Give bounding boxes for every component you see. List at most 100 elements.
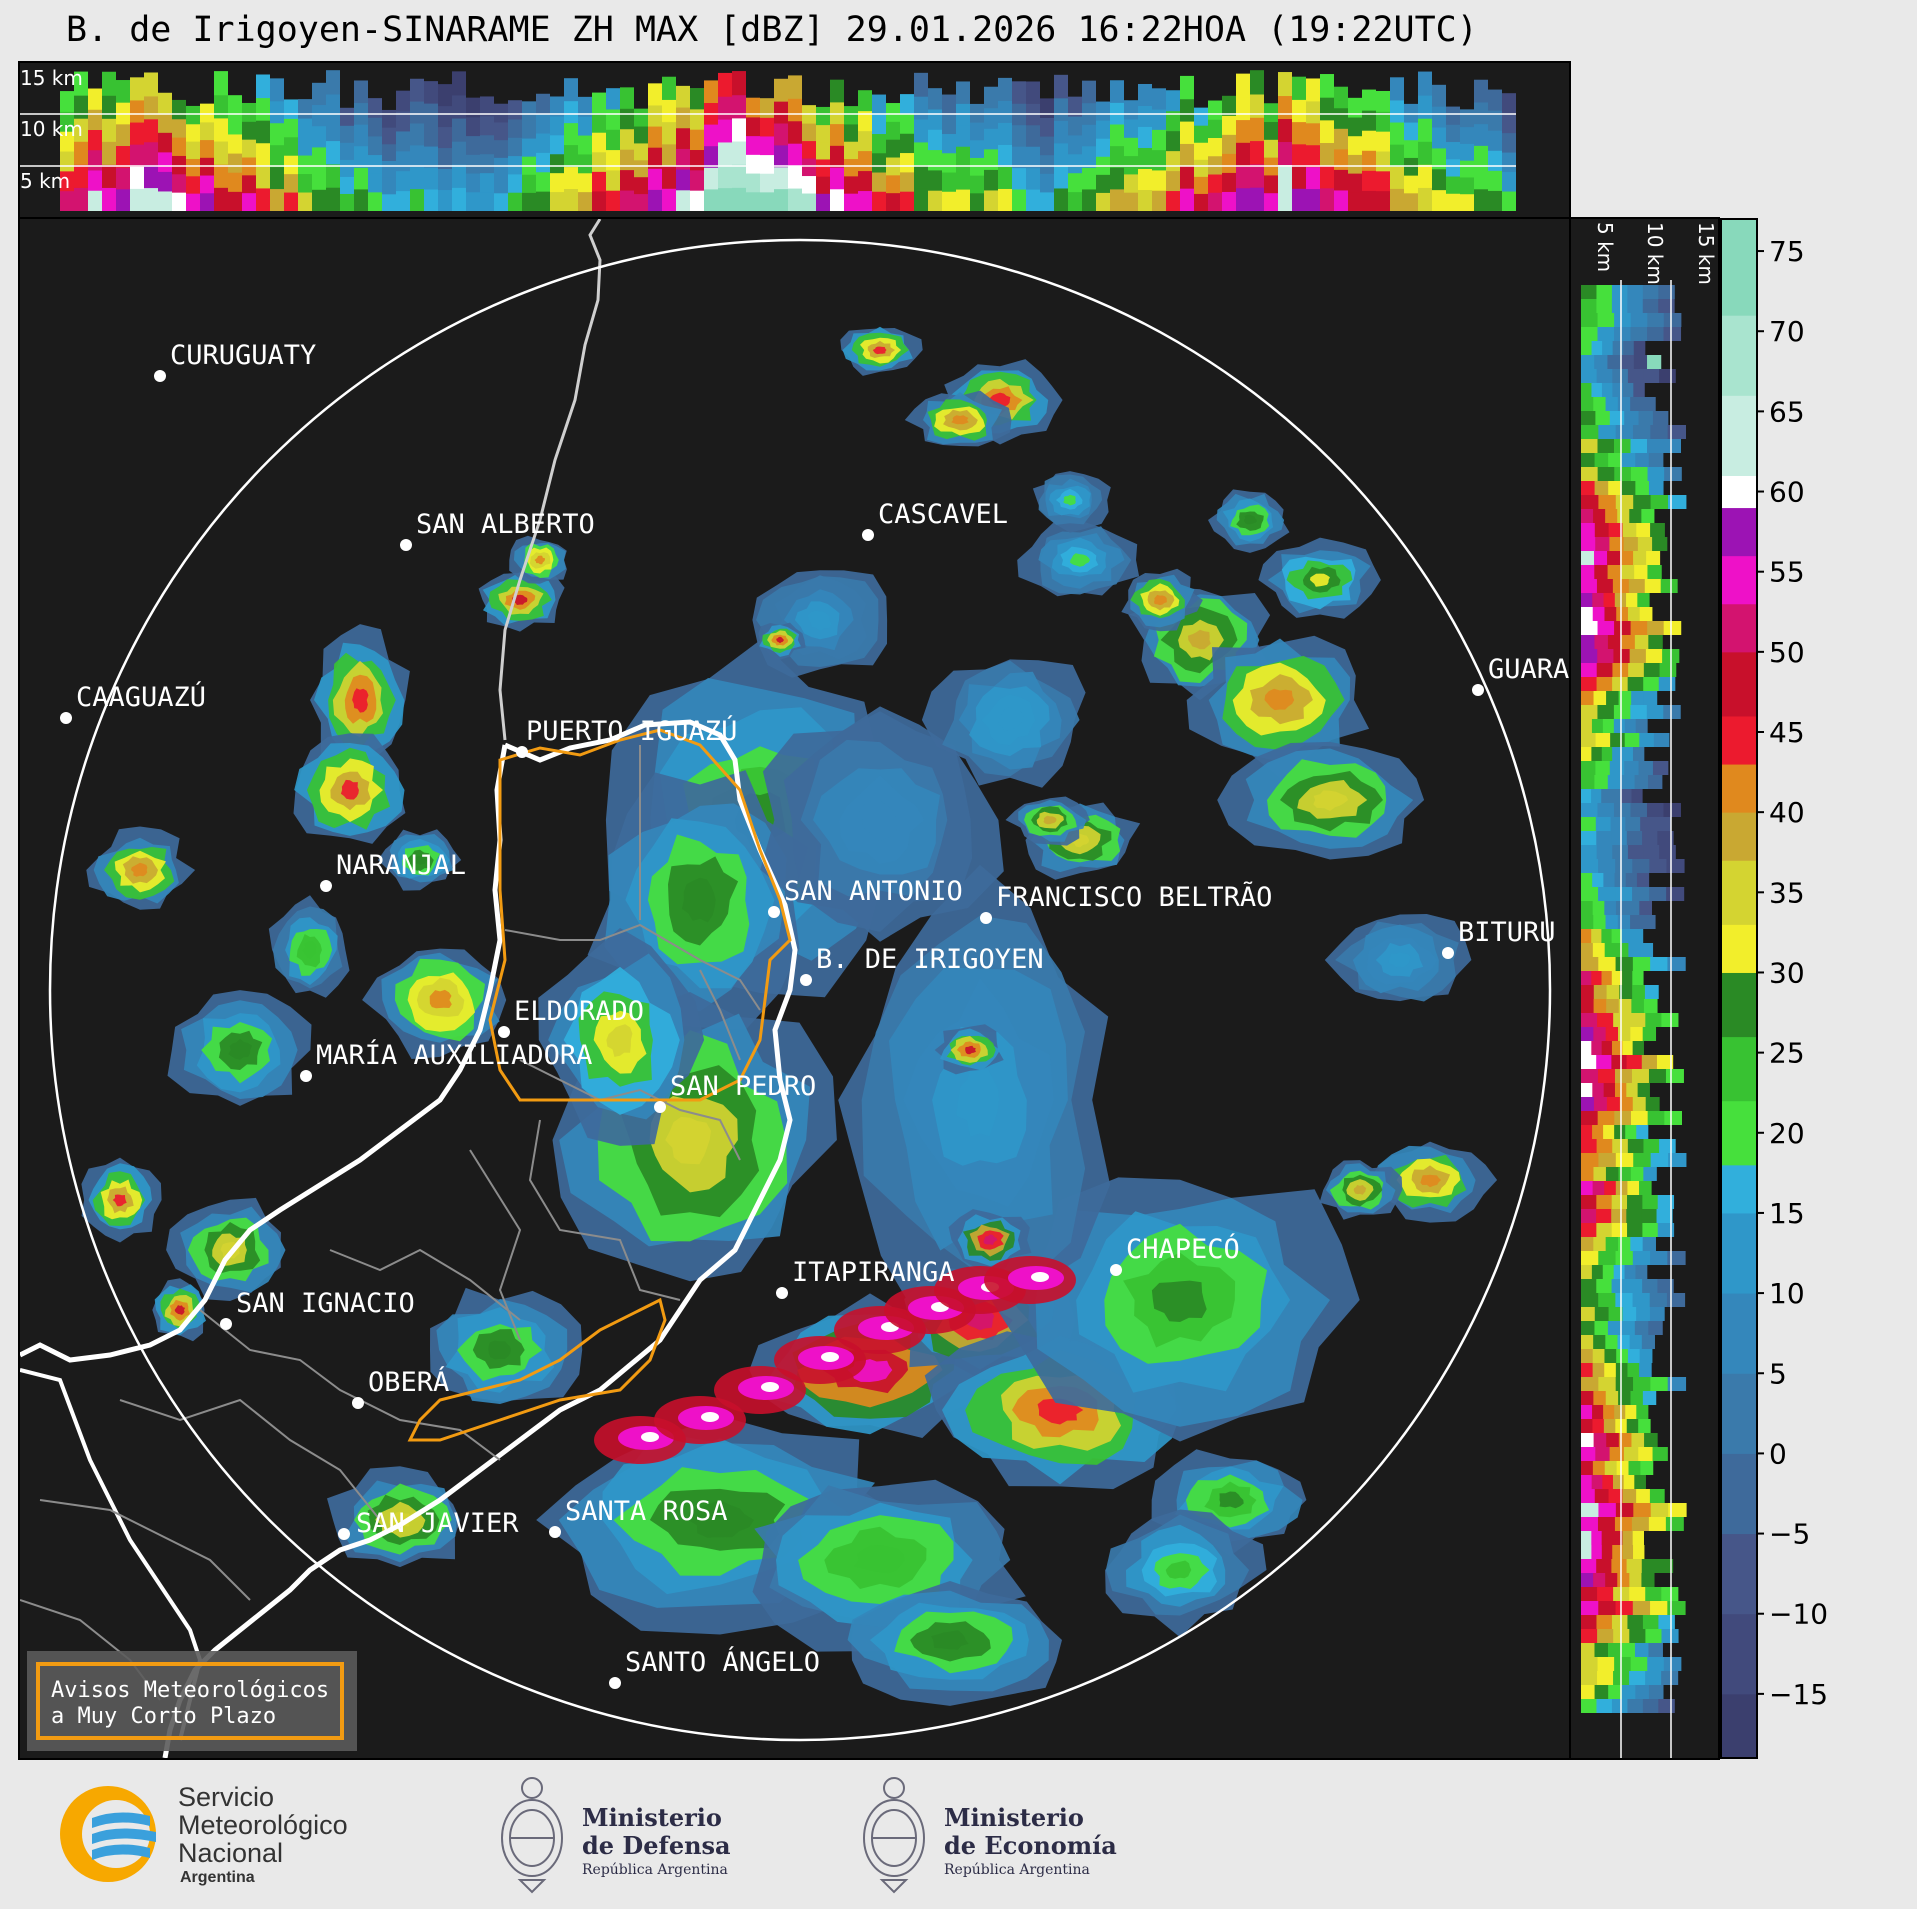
- profile-column: [1607, 565, 1622, 579]
- profile-column: [102, 163, 116, 188]
- colorbar-tick-label: 75: [1769, 235, 1805, 268]
- profile-column: [1474, 79, 1488, 103]
- profile-column: [1648, 1643, 1663, 1657]
- profile-column: [1633, 355, 1649, 369]
- profile-column: [1663, 327, 1682, 341]
- profile-column: [60, 91, 74, 112]
- profile-column: [1663, 705, 1681, 719]
- profile-column: [816, 124, 830, 143]
- profile-column: [1623, 341, 1635, 355]
- profile-column: [844, 192, 858, 211]
- colorbar-tick-label: 20: [1769, 1117, 1805, 1150]
- profile-column: [1581, 1461, 1594, 1475]
- notice-box[interactable]: Avisos Meteorológicos a Muy Corto Plazo: [27, 1651, 357, 1751]
- economia-logo[interactable]: Ministerio de Economía República Argenti…: [863, 1777, 1117, 1894]
- profile-column: [1603, 593, 1616, 607]
- profile-column: [928, 169, 942, 191]
- profile-column: [438, 189, 452, 211]
- side-label-15km: 15 km: [1694, 222, 1718, 285]
- profile-column: [1591, 747, 1603, 761]
- profile-column: [1605, 509, 1619, 523]
- profile-column: [424, 188, 438, 211]
- footer-logos: Servicio Meteorológico Nacional Argentin…: [60, 1777, 1117, 1894]
- profile-column: [886, 103, 900, 122]
- colorbar-tick-label: 55: [1769, 556, 1805, 589]
- profile-column: [1194, 124, 1208, 143]
- smn-logo[interactable]: Servicio Meteorológico Nacional Argentin…: [60, 1782, 348, 1886]
- profile-column: [298, 191, 312, 211]
- profile-column: [1609, 537, 1625, 551]
- profile-column: [410, 144, 424, 168]
- profile-column: [340, 141, 354, 160]
- profile-column: [1610, 733, 1626, 747]
- profile-column: [634, 108, 648, 127]
- profile-column: [410, 166, 424, 190]
- profile-column: [844, 140, 858, 160]
- echo-cell: [821, 1352, 839, 1362]
- profile-column: [1615, 495, 1635, 509]
- profile-column: [382, 159, 396, 178]
- profile-column: [1643, 999, 1658, 1013]
- profile-column: [1598, 957, 1617, 971]
- profile-column: [1625, 817, 1642, 831]
- profile-column: [1601, 789, 1613, 803]
- profile-column: [928, 128, 942, 151]
- profile-column: [1581, 1419, 1594, 1433]
- profile-column: [1054, 74, 1068, 99]
- profile-column: [1650, 1503, 1670, 1517]
- profile-column: [1647, 1111, 1666, 1125]
- profile-column: [1581, 1069, 1599, 1083]
- radar-map[interactable]: CURUGUATY SAN ALBERTO CASCAVEL CAAGUAZÚ GUAR…: [18, 217, 1571, 1760]
- colorbar-tick-label: 15: [1769, 1197, 1805, 1230]
- profile-column: [158, 112, 172, 133]
- profile-column: [60, 190, 74, 211]
- profile-column: [1636, 1307, 1651, 1321]
- profile-column: [214, 163, 228, 188]
- profile-column: [1657, 1223, 1675, 1237]
- profile-column: [172, 136, 186, 156]
- profile-column: [1643, 677, 1660, 691]
- profile-column: [326, 163, 340, 188]
- profile-column: [774, 100, 788, 124]
- defensa-logo[interactable]: Ministerio de Defensa República Argentin…: [501, 1777, 731, 1894]
- profile-column: [1614, 313, 1632, 327]
- profile-column: [1658, 677, 1676, 691]
- profile-column: [676, 168, 690, 191]
- profile-column: [550, 191, 564, 211]
- profile-column: [816, 158, 830, 177]
- profile-column: [1581, 1391, 1595, 1405]
- profile-column: [1581, 943, 1594, 957]
- profile-column: [1581, 341, 1593, 355]
- profile-column: [1611, 285, 1629, 299]
- profile-column: [774, 188, 788, 211]
- profile-column: [1663, 621, 1682, 635]
- profile-column: [1404, 103, 1418, 123]
- profile-column: [1663, 1657, 1682, 1671]
- profile-column: [102, 94, 116, 119]
- profile-column: [340, 124, 354, 143]
- national-coat-of-arms-icon: [863, 1777, 925, 1894]
- echo-cell: [534, 555, 545, 565]
- profile-column: [1598, 1251, 1617, 1265]
- profile-column: [1614, 1405, 1627, 1419]
- profile-column: [1647, 775, 1663, 789]
- profile-column: [662, 98, 676, 123]
- profile-column: [1630, 915, 1644, 929]
- warning-area-outline: [488, 728, 792, 1102]
- profile-column: [1621, 929, 1633, 943]
- city-label: B. DE IRIGOYEN: [816, 944, 1044, 975]
- profile-column: [1460, 126, 1474, 144]
- profile-column: [1598, 1601, 1617, 1615]
- profile-column: [1581, 1601, 1600, 1615]
- profile-column: [1668, 1503, 1687, 1517]
- profile-column: [1581, 1307, 1596, 1321]
- profile-column: [1622, 1307, 1638, 1321]
- profile-column: [508, 155, 522, 175]
- profile-column: [1082, 188, 1096, 211]
- profile-column: [396, 170, 410, 192]
- profile-column: [1581, 397, 1595, 411]
- profile-column: [130, 99, 144, 123]
- profile-column: [1612, 383, 1624, 397]
- profile-column: [228, 152, 242, 173]
- echo-cell: [1388, 952, 1411, 968]
